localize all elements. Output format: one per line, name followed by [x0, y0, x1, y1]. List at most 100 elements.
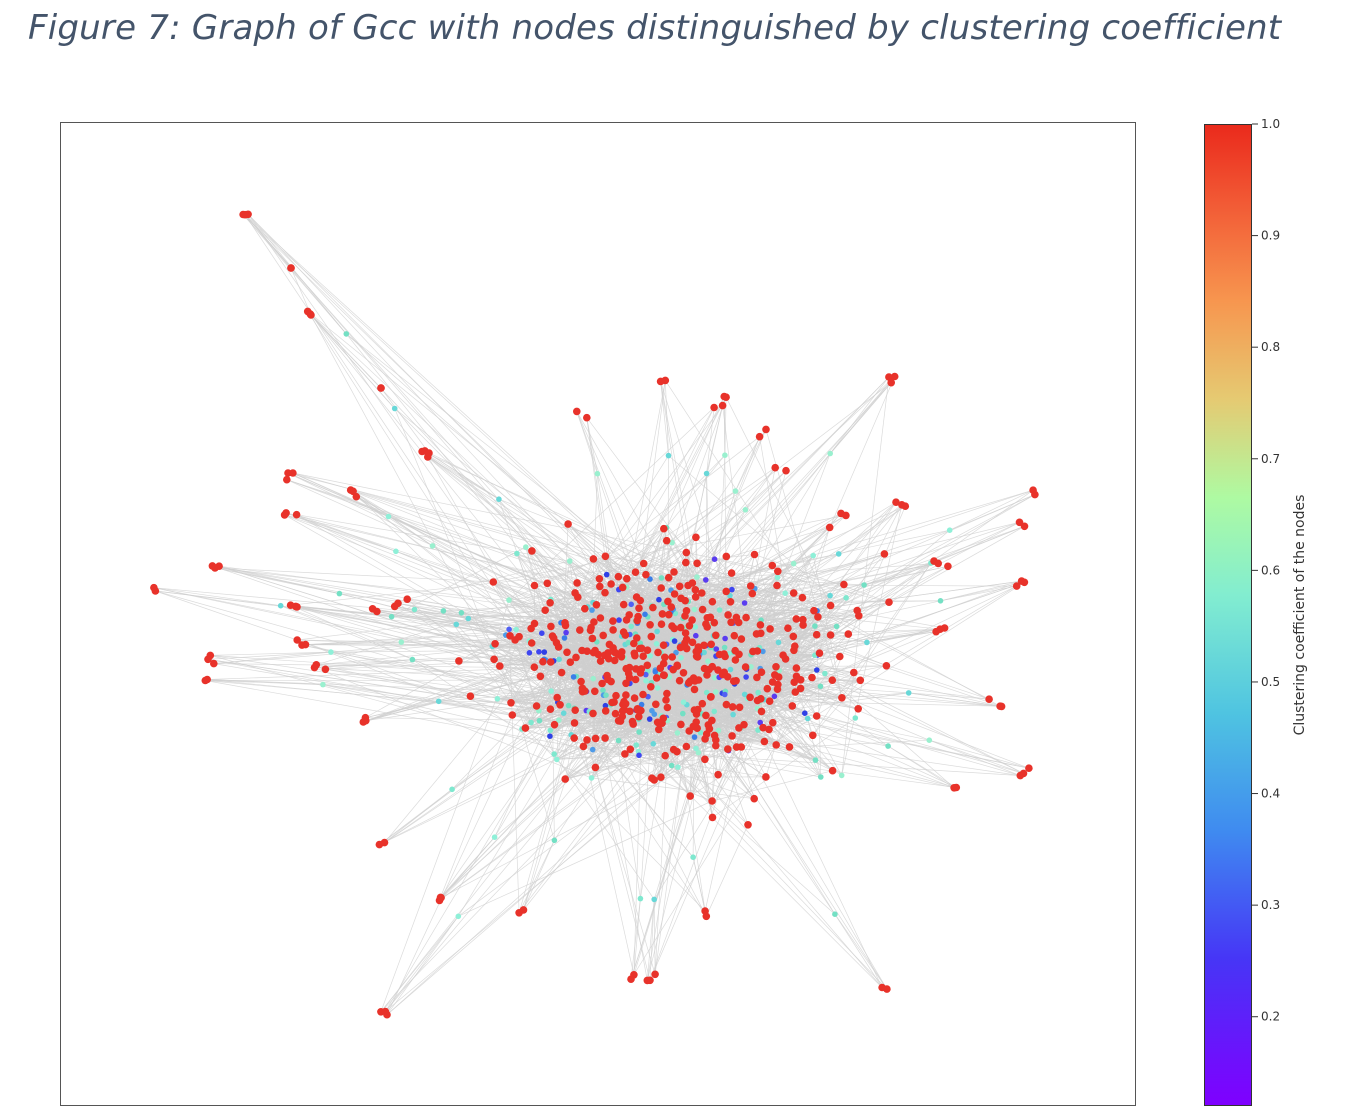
graph-node: [714, 771, 722, 779]
graph-node: [686, 622, 694, 630]
graph-edge: [385, 916, 458, 1011]
graph-node: [441, 608, 447, 614]
graph-node: [547, 658, 555, 666]
graph-node: [660, 525, 668, 533]
graph-node: [590, 747, 596, 753]
graph-node: [672, 638, 678, 644]
graph-node: [591, 688, 599, 696]
graph-node: [621, 750, 629, 758]
graph-node: [600, 688, 606, 694]
graph-edge: [245, 215, 543, 662]
graph-node: [655, 685, 661, 691]
graph-node: [595, 471, 601, 477]
graph-edge: [441, 728, 763, 898]
graph-node: [571, 589, 579, 597]
graph-node: [762, 426, 770, 434]
graph-node: [712, 556, 718, 562]
graph-node: [809, 732, 817, 740]
graph-node: [692, 586, 700, 594]
graph-node: [616, 617, 622, 623]
graph-node: [845, 630, 853, 638]
graph-node: [561, 710, 567, 716]
graph-node: [592, 735, 600, 743]
graph-node: [537, 673, 545, 681]
graph-node: [724, 745, 732, 753]
graph-edge: [385, 730, 551, 842]
graph-node: [902, 502, 910, 510]
colorbar-tick-label: 0.9: [1261, 229, 1280, 243]
graph-node: [747, 582, 755, 590]
graph-node: [631, 694, 639, 702]
graph-node: [590, 649, 598, 657]
graph-node: [642, 612, 648, 618]
graph-node: [635, 713, 643, 721]
graph-edge: [356, 497, 432, 546]
graph-node: [722, 452, 728, 458]
graph-node: [607, 678, 615, 686]
graph-node: [682, 629, 690, 637]
graph-node: [392, 406, 398, 412]
graph-node: [292, 603, 300, 611]
colorbar-tick-label: 0.7: [1261, 452, 1280, 466]
graph-edge: [929, 740, 1020, 775]
graph-node: [287, 264, 295, 272]
graph-node: [861, 582, 867, 588]
graph-node: [934, 560, 942, 568]
graph-node: [836, 551, 842, 557]
graph-edge: [830, 377, 889, 454]
graph-node: [528, 639, 536, 647]
graph-node: [1021, 579, 1029, 587]
graph-node: [552, 838, 558, 844]
graph-node: [662, 696, 670, 704]
graph-node: [403, 595, 411, 603]
graph-node: [891, 373, 899, 381]
graph-node: [676, 677, 684, 685]
graph-node: [998, 703, 1006, 711]
graph-node: [766, 625, 774, 633]
graph-node: [651, 741, 657, 747]
graph-node: [727, 598, 735, 606]
graph-node: [775, 575, 781, 581]
graph-node: [633, 617, 641, 625]
graph-node: [630, 640, 638, 648]
graph-edge: [835, 914, 887, 989]
graph-node: [703, 913, 711, 921]
graph-node: [772, 694, 778, 700]
graph-node: [425, 449, 433, 457]
graph-node: [681, 612, 689, 620]
graph-node: [307, 311, 315, 319]
graph-node: [717, 607, 723, 613]
graph-edge: [441, 837, 495, 897]
graph-node: [619, 584, 627, 592]
graph-node: [774, 681, 782, 689]
graph-node: [665, 611, 673, 619]
graph-node: [1025, 764, 1033, 772]
graph-node: [570, 734, 578, 742]
graph-node: [742, 663, 750, 671]
graph-node: [711, 619, 719, 627]
graph-node: [691, 686, 699, 694]
graph-node: [597, 657, 605, 665]
graph-node: [593, 601, 601, 609]
graph-node: [360, 718, 368, 726]
graph-node: [634, 742, 640, 748]
graph-node: [602, 707, 610, 715]
graph-node: [646, 977, 654, 985]
graph-node: [573, 579, 581, 587]
graph-node: [812, 623, 818, 629]
graph-node: [810, 553, 816, 559]
colorbar-tick-label: 0.3: [1261, 898, 1280, 912]
graph-node: [707, 641, 715, 649]
graph-node: [703, 577, 709, 583]
graph-node: [702, 620, 710, 628]
graph-node: [491, 640, 499, 648]
colorbar-tick-label: 0.5: [1261, 675, 1280, 689]
graph-node: [677, 644, 685, 652]
graph-node: [589, 775, 595, 781]
graph-node: [283, 476, 291, 484]
graph-node: [496, 496, 502, 502]
graph-node: [814, 667, 820, 673]
graph-node: [885, 743, 891, 749]
graph-node: [611, 657, 619, 665]
graph-node: [769, 719, 777, 727]
